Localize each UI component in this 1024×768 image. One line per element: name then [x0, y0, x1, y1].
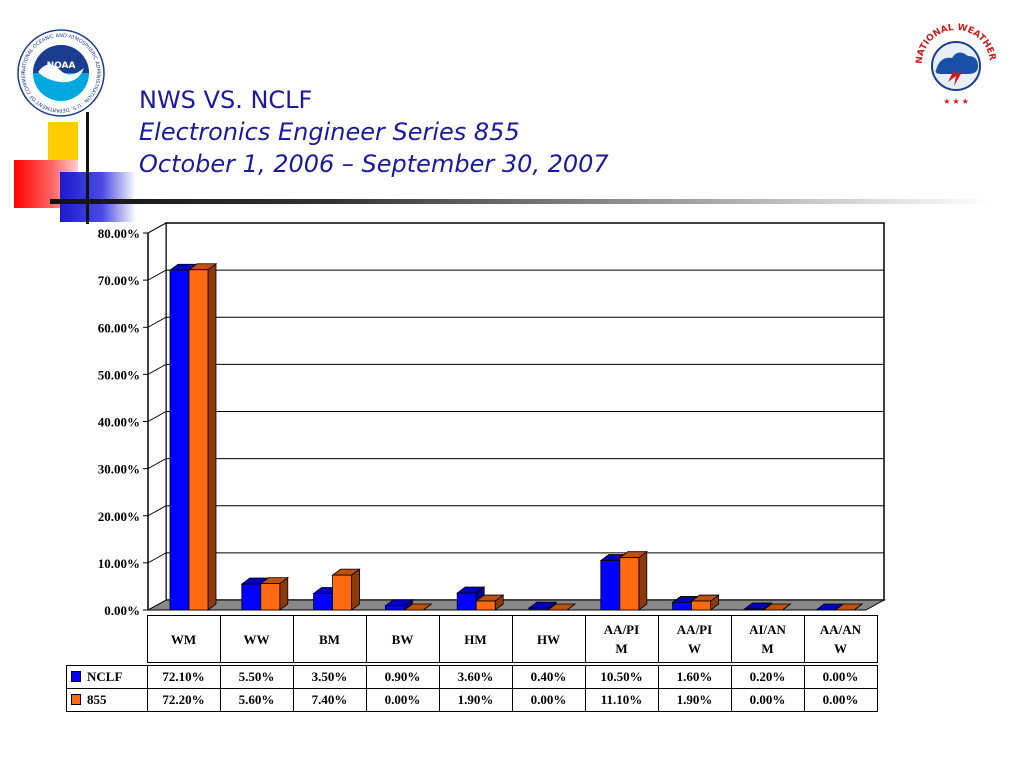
noaa-logo-text: NOAA	[47, 61, 76, 71]
y-tick-label: 60.00%	[98, 320, 140, 335]
category-label: BM	[292, 615, 367, 663]
category-label-line: M	[761, 641, 774, 656]
bar-855-aa-anw	[834, 603, 864, 611]
bar-855-ai-anm	[762, 603, 792, 611]
category-label: WM	[146, 615, 221, 663]
category-label: BW	[365, 615, 440, 663]
gridline	[147, 316, 884, 328]
gridline	[147, 411, 884, 422]
data-label: 72.20%	[146, 688, 221, 712]
chart-axis: 0.00% 10.00% 20.00% 30.00% 40.00% 50.00% 60.00…	[98, 226, 149, 618]
y-tick-label: 30.00%	[98, 462, 140, 477]
y-tick-label: 50.00%	[98, 367, 140, 382]
table-corner	[67, 616, 148, 663]
legend-entry: 855	[66, 688, 148, 712]
y-tick-label: 0.00%	[104, 603, 140, 618]
legend-swatch	[71, 671, 81, 682]
gridline	[147, 458, 884, 470]
data-label: 3.50%	[292, 665, 367, 689]
bar-855-ww	[259, 576, 289, 611]
nws-logo: NATIONAL WEATHER SERVICE ★ ★ ★	[910, 18, 1000, 108]
legend-label: 855	[87, 692, 107, 707]
svg-text:★ ★ ★: ★ ★ ★	[943, 97, 969, 106]
data-label: 0.90%	[365, 665, 440, 689]
deco-blue-square	[60, 172, 136, 222]
legend-label: NCLF	[87, 669, 123, 684]
category-label: HM	[438, 615, 513, 663]
data-label: 0.00%	[730, 688, 805, 712]
y-tick-label: 10.00%	[98, 556, 140, 571]
y-tick-label: 70.00%	[98, 273, 140, 288]
category-label-line: AI/AN	[749, 622, 786, 637]
data-label: 0.00%	[365, 688, 440, 712]
category-label-line: W	[688, 641, 701, 656]
data-label: 1.60%	[657, 665, 732, 689]
category-label-line: BM	[319, 631, 340, 647]
category-label-line: WM	[170, 631, 197, 647]
bar-855-hw	[546, 603, 577, 611]
bar-855-wm	[187, 262, 218, 611]
legend-swatch	[71, 694, 81, 705]
category-label-line: BW	[391, 631, 414, 647]
data-label: 10.50%	[584, 665, 659, 689]
data-label: 7.40%	[292, 688, 367, 712]
category-label: WW	[219, 615, 294, 663]
category-label: HW	[511, 615, 586, 663]
y-tick-label: 40.00%	[98, 415, 140, 430]
gridline	[147, 363, 884, 375]
category-label-line: AA/PI	[603, 622, 640, 637]
data-label: 0.00%	[511, 688, 586, 712]
title-line-3: October 1, 2006 – September 30, 2007	[139, 150, 609, 178]
deco-vertical-line	[86, 112, 89, 224]
bar-855-bm	[331, 568, 361, 611]
category-label: AI/AN M	[730, 615, 805, 663]
data-label: 0.20%	[730, 665, 805, 689]
legend-entry: NCLF	[66, 665, 148, 689]
category-label-line: WW	[243, 631, 270, 647]
data-label: 0.40%	[511, 665, 586, 689]
category-label: AA/AN W	[803, 615, 878, 663]
data-label: 0.00%	[803, 688, 878, 712]
deco-horizontal-line	[50, 199, 990, 204]
category-label-line: M	[615, 641, 628, 656]
chart-bars	[168, 262, 864, 611]
category-label-line: W	[834, 641, 847, 656]
data-label: 5.50%	[219, 665, 294, 689]
data-label: 72.10%	[146, 665, 221, 689]
table-row: NCLF 72.10% 5.50% 3.50% 0.90% 3.60% 0.40% 10.50…	[66, 665, 878, 689]
category-label: AA/PI W	[657, 615, 732, 663]
data-label: 3.60%	[438, 665, 513, 689]
data-label: 5.60%	[219, 688, 294, 712]
table-row: 855 72.20% 5.60% 7.40% 0.00% 1.90% 0.00% 11.10%…	[66, 688, 878, 712]
category-label-line: AA/AN	[819, 622, 862, 637]
data-label: 11.10%	[584, 688, 659, 712]
category-label-line: HW	[536, 631, 561, 647]
data-table: WM WW BM BW HM HW AA/PI M AA/PI W AI/AN M AA/AN W NCLF…	[66, 615, 878, 712]
data-label: 1.90%	[657, 688, 732, 712]
title-line-1: NWS VS. NCLF	[139, 86, 313, 114]
y-tick-label: 20.00%	[98, 509, 140, 524]
chart-grid	[146, 222, 886, 611]
table-header-row: WM WW BM BW HM HW AA/PI M AA/PI W AI/AN M AA/AN W	[67, 615, 878, 663]
bar-855-aa-pim	[618, 550, 648, 611]
bar-855-bw	[403, 603, 433, 611]
bar-855-hm	[475, 594, 505, 611]
noaa-logo: NATIONAL OCEANIC AND ATMOSPHERIC ADMINIS…	[16, 28, 105, 117]
category-label-line: AA/PI	[676, 622, 713, 637]
bar-855-aa-piw	[690, 594, 720, 611]
gridline	[147, 269, 884, 281]
data-label: 1.90%	[438, 688, 513, 712]
gridline	[147, 222, 884, 234]
title-line-2: Electronics Engineer Series 855	[139, 118, 520, 146]
category-label-line: HM	[464, 631, 487, 647]
y-tick-label: 80.00%	[98, 226, 140, 241]
data-label: 0.00%	[803, 665, 878, 689]
gridline	[147, 505, 884, 517]
slide-title: NWS VS. NCLF Electronics Engineer Series…	[139, 84, 609, 180]
category-label: AA/PI M	[584, 615, 659, 663]
